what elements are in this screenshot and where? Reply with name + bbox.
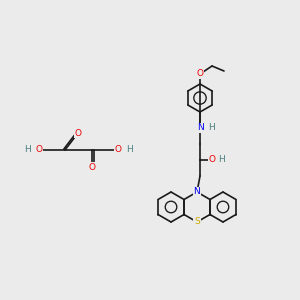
Text: H: H <box>24 146 31 154</box>
Text: H: H <box>218 155 225 164</box>
Text: N: N <box>196 124 203 133</box>
Text: S: S <box>194 218 200 226</box>
Text: H: H <box>126 146 133 154</box>
Text: O: O <box>196 70 203 79</box>
Text: O: O <box>115 146 122 154</box>
Text: O: O <box>35 146 43 154</box>
Text: H: H <box>208 124 215 133</box>
Text: O: O <box>208 155 215 164</box>
Text: O: O <box>88 163 95 172</box>
Text: N: N <box>194 188 200 196</box>
Text: O: O <box>74 128 82 137</box>
